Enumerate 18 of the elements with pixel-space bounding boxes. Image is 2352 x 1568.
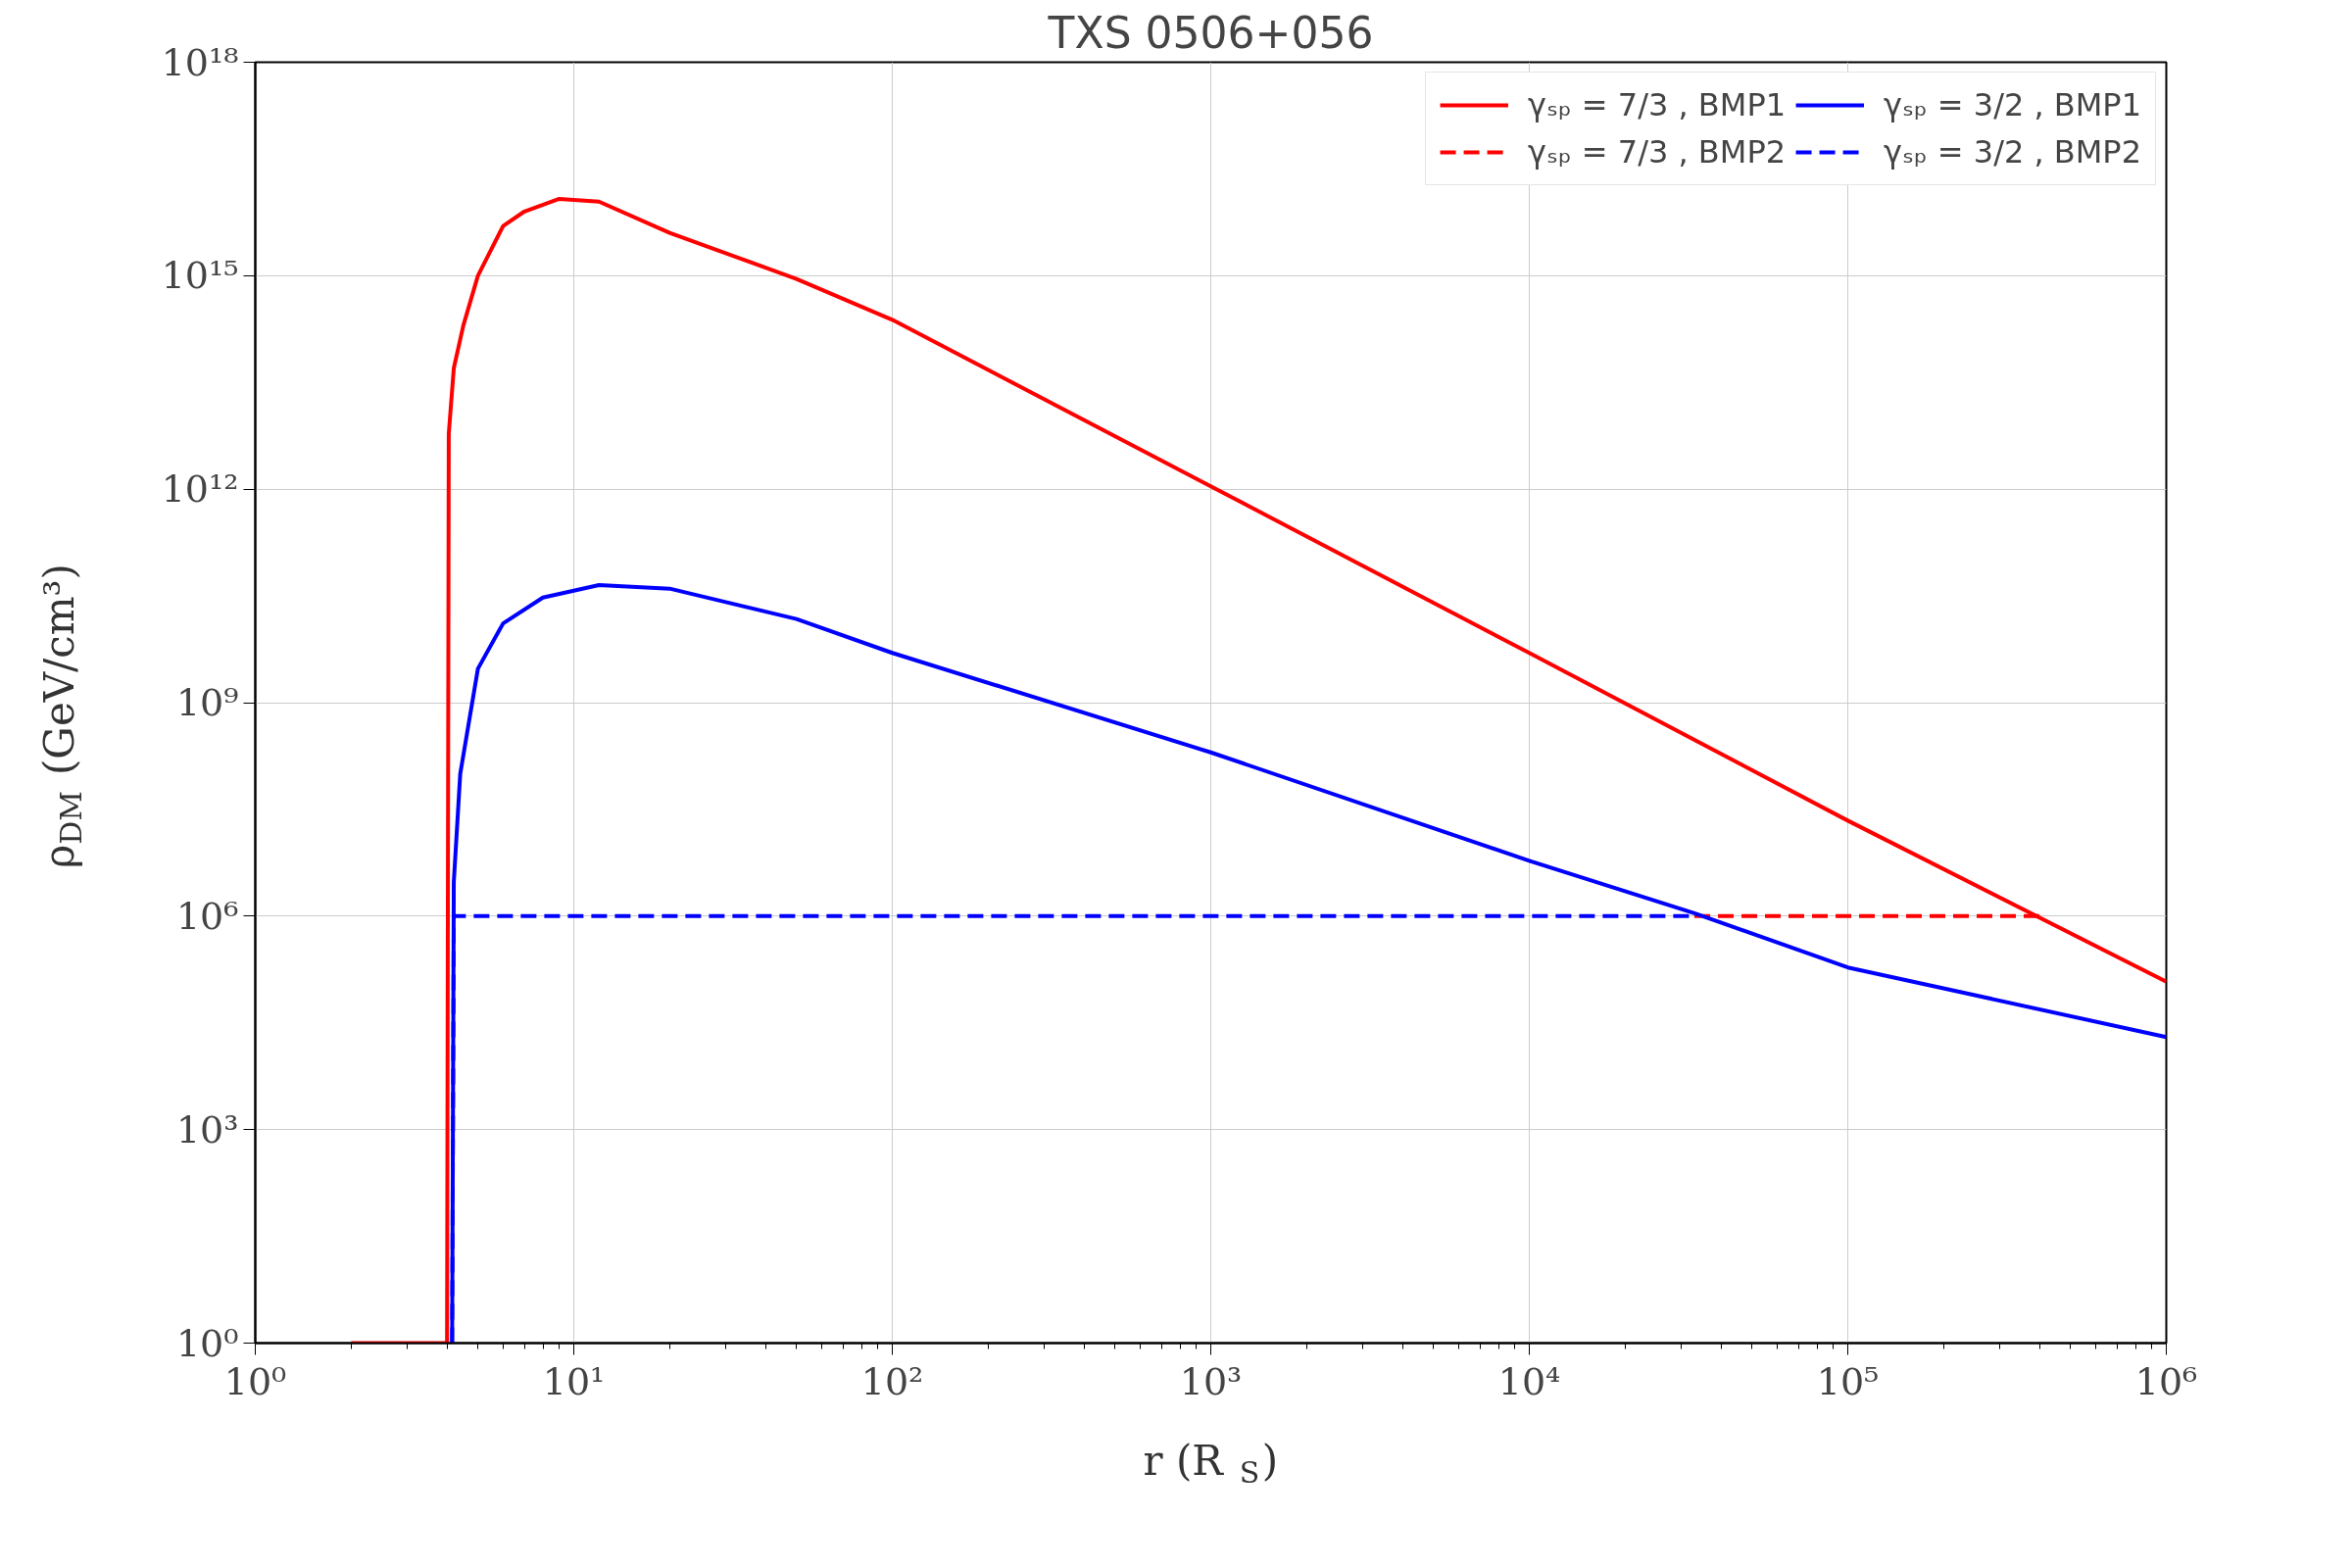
y-tick-label: 10³	[175, 1107, 239, 1152]
y-tick-label: 10¹⁸	[161, 40, 239, 84]
legend-label: γₛₚ = 3/2 , BMP1	[1884, 86, 2141, 123]
legend-label: γₛₚ = 3/2 , BMP2	[1884, 133, 2141, 171]
x-tick-label: 10²	[860, 1359, 924, 1403]
x-tick-label: 10³	[1179, 1359, 1243, 1403]
x-tick-label: 10⁶	[2134, 1359, 2198, 1403]
legend-label: γₛₚ = 7/3 , BMP2	[1528, 133, 1787, 171]
chart-title: TXS 0506+056	[1047, 7, 1374, 58]
y-tick-label: 10⁹	[175, 681, 239, 724]
x-tick-label: 10¹	[542, 1359, 606, 1403]
x-tick-label: 10⁴	[1497, 1359, 1561, 1403]
y-tick-label: 10¹²	[161, 467, 239, 512]
y-tick-label: 10⁶	[175, 894, 239, 938]
y-axis-title: ρDM (GeV/cm³)	[35, 564, 88, 869]
y-tick-label: 10¹⁵	[161, 254, 239, 298]
legend-label: γₛₚ = 7/3 , BMP1	[1528, 86, 1787, 123]
x-tick-label: 10⁵	[1816, 1359, 1880, 1403]
